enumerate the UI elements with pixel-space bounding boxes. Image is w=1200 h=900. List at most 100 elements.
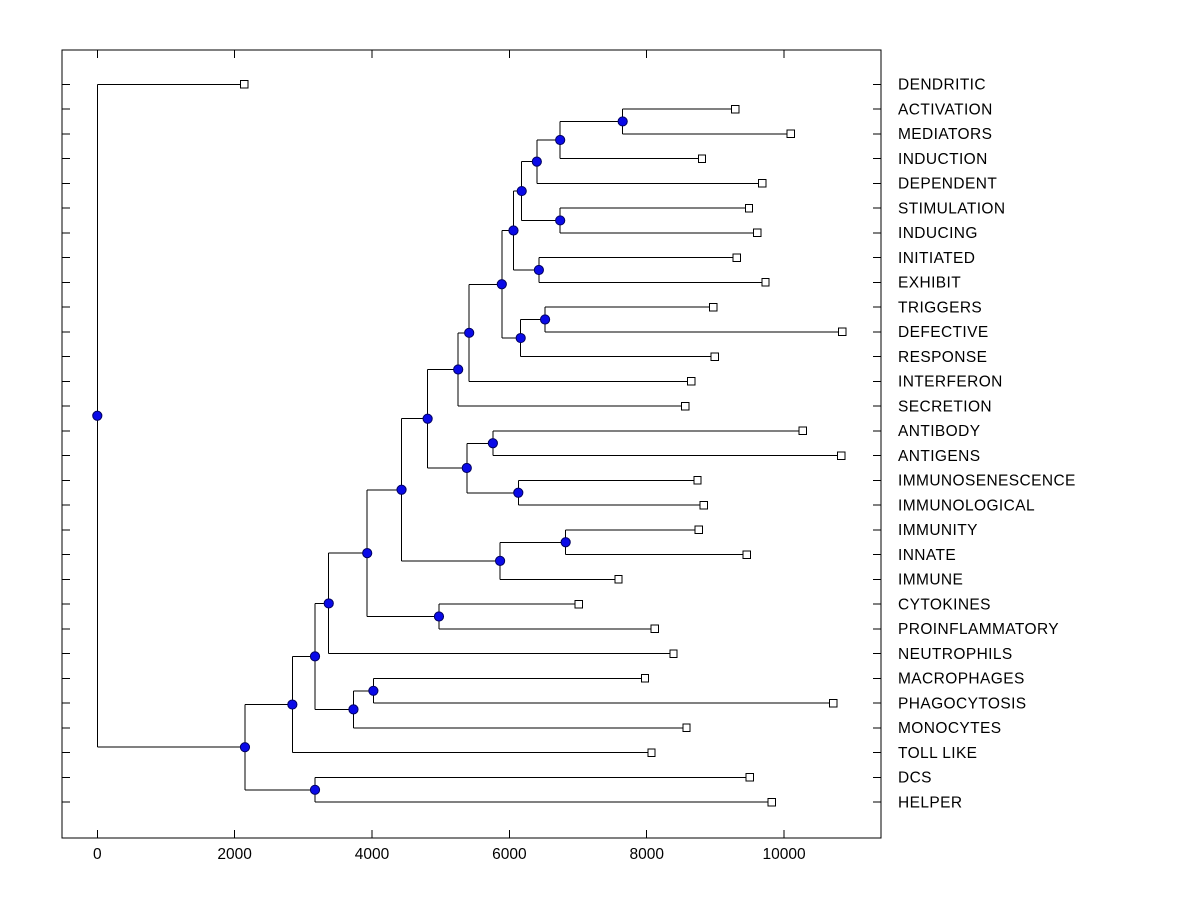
leaf-label: INTERFERON (898, 374, 1003, 391)
leaf-label: NEUTROPHILS (898, 646, 1013, 663)
axes-layer (61, 49, 882, 839)
leaf-marker-square (798, 426, 807, 436)
internal-node-dot (515, 332, 526, 344)
leaf-marker-square (682, 723, 691, 733)
leaf-label: TOLL LIKE (898, 745, 977, 762)
leaf-marker-square (710, 352, 719, 361)
x-axis-tick-label: 4000 (355, 846, 390, 863)
internal-node-dot (496, 279, 507, 290)
leaf-label: IMMUNOSENESCENCE (898, 473, 1076, 490)
leaf-label: STIMULATION (898, 200, 1005, 217)
leaf-marker-square (693, 476, 702, 485)
leaf-marker-square (694, 525, 704, 535)
internal-node-dot (453, 364, 464, 375)
leaf-label: EXHIBIT (898, 275, 961, 292)
leaf-marker-square (669, 649, 678, 658)
text-layer: 0 2000 4000 6000 8000 10000 DENDRITIC ACTIVATIO… (93, 77, 1076, 864)
leaf-label: IMMUNE (898, 572, 963, 589)
leaf-marker-square (731, 104, 740, 114)
x-axis-tick-label: 8000 (629, 846, 664, 863)
x-axis-tick-label: 10000 (762, 846, 805, 863)
leaf-marker-square (680, 401, 690, 411)
leaf-marker-square (753, 228, 762, 238)
leaf-label: DEFECTIVE (898, 324, 989, 341)
leaf-label: HELPER (898, 794, 962, 811)
internal-node-dot (239, 742, 251, 753)
internal-node-dot (461, 462, 472, 474)
leaf-label: MACROPHAGES (898, 671, 1025, 688)
leaf-marker-square (650, 624, 660, 634)
leaf-marker-square (699, 500, 708, 510)
internal-node-dot (433, 611, 445, 622)
internal-node-dot (555, 134, 566, 146)
leaf-label: ANTIBODY (898, 423, 980, 440)
internal-node-dot (368, 685, 379, 696)
leaf-marker-square (240, 80, 249, 89)
internal-node-dot (92, 410, 103, 421)
x-axis-tick-label: 2000 (217, 846, 252, 863)
leaf-label: ANTIGENS (898, 448, 980, 465)
leaf-marker-square (687, 377, 696, 386)
leaf-marker-square (647, 748, 656, 757)
leaf-marker-square (709, 302, 718, 312)
leaf-marker-square (786, 129, 796, 139)
internal-node-dot (555, 215, 566, 226)
internal-node-dot (309, 784, 321, 795)
leaf-marker-square (836, 451, 846, 460)
internal-node-dot (513, 487, 524, 498)
leaf-marker-square (574, 599, 583, 609)
internal-node-dot (494, 555, 506, 566)
internal-node-dot (348, 704, 359, 715)
leaf-marker-square (640, 674, 650, 683)
leaf-marker-square (614, 575, 623, 584)
leaf-label: PHAGOCYTOSIS (898, 695, 1027, 712)
leaf-label: ACTIVATION (898, 101, 993, 118)
leaf-label: IMMUNOLOGICAL (898, 497, 1035, 514)
internal-node-dot (287, 699, 298, 710)
internal-node-dot (323, 598, 334, 609)
internal-node-dot (617, 116, 628, 127)
leaf-marker-square (761, 278, 770, 287)
leaf-label: PROINFLAMMATORY (898, 621, 1059, 638)
internal-node-dot (422, 413, 433, 424)
internal-node-dot (533, 264, 544, 276)
leaf-label: RESPONSE (898, 349, 987, 366)
leaf-label: MEDIATORS (898, 126, 992, 143)
leaf-label: CYTOKINES (898, 596, 991, 613)
leaf-marker-square (732, 253, 741, 262)
internal-node-dot (464, 327, 475, 338)
leaf-label: INITIATED (898, 250, 975, 267)
leaf-label: DENDRITIC (898, 77, 986, 94)
internal-node-dot (487, 438, 498, 449)
leaf-marker-square (745, 773, 754, 782)
leaf-marker-square (697, 154, 707, 163)
leaf-marker-square (744, 203, 754, 213)
internal-node-dot (362, 548, 373, 559)
plot-box (61, 49, 882, 839)
internal-node-dot (531, 156, 542, 167)
leaf-label: INDUCTION (898, 151, 988, 168)
leaf-label: DEPENDENT (898, 176, 997, 193)
leaf-label: IMMUNITY (898, 522, 978, 539)
x-axis-tick-label: 0 (93, 846, 102, 863)
internal-node-dot (508, 225, 519, 236)
internal-node-dot (396, 484, 407, 495)
leaf-marker-square (757, 179, 767, 188)
leaf-marker-square (767, 798, 776, 807)
internal-node-dot (560, 537, 571, 548)
leaf-label: TRIGGERS (898, 299, 982, 316)
leaf-label: INDUCING (898, 225, 978, 242)
leaf-marker-square (742, 550, 751, 559)
leaf-label: DCS (898, 770, 932, 787)
internal-node-dot (516, 185, 527, 197)
leaf-label: SECRETION (898, 398, 992, 415)
leaf-label: INNATE (898, 547, 956, 564)
x-axis-tick-label: 6000 (492, 846, 527, 863)
leaf-label: MONOCYTES (898, 720, 1002, 737)
internal-node-dot (309, 651, 321, 662)
leaf-marker-square (838, 327, 847, 337)
